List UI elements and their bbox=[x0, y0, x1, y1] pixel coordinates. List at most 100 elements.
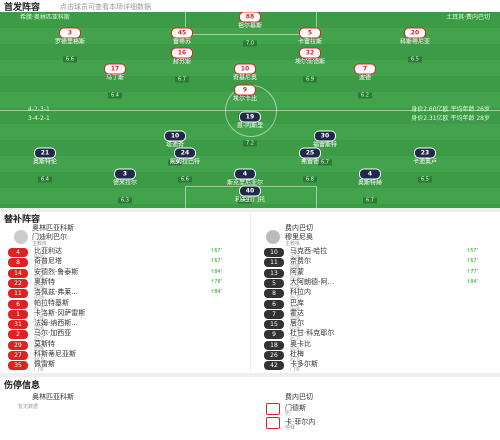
sub-row[interactable]: 35 佩雷斯 门将 bbox=[0, 359, 244, 373]
player[interactable]: 19 恩-内斯里 7.2 bbox=[237, 111, 263, 149]
sub-row[interactable]: 14 安德烈·鲁泰斯 前锋 ↑84' bbox=[0, 267, 244, 281]
player-name: 门德斯 bbox=[285, 404, 306, 412]
player[interactable]: 17 马丁斯 6.4 bbox=[104, 63, 126, 101]
sub-row[interactable]: 11 奈费尔 前锋 ↑67' bbox=[256, 256, 500, 270]
player[interactable]: 32 埃尔南德斯 6.9 bbox=[294, 47, 326, 85]
jersey-number: 14 bbox=[8, 268, 28, 278]
rating: 6.5 bbox=[408, 56, 422, 63]
divider bbox=[0, 208, 500, 212]
coach: 门迪利巴尔 bbox=[32, 233, 67, 241]
player[interactable]: 24 阿姆拉巴特 6.6 bbox=[170, 147, 200, 185]
rating: 6.8 bbox=[303, 176, 317, 183]
player[interactable]: 20 科斯蒂尼亚 6.5 bbox=[399, 27, 431, 65]
player-name: 帕拉特基斯 bbox=[34, 298, 69, 307]
player-name: 佩雷斯 bbox=[34, 360, 55, 369]
sub-row[interactable]: 10 马克西·哈拉 中场 ↑57' bbox=[256, 246, 500, 260]
sub-row[interactable]: 6 巴库 中场 bbox=[256, 298, 500, 312]
sub-row[interactable]: 4 比亚利达 中场 ↑67' bbox=[0, 246, 244, 260]
player[interactable]: 7 波德 6.2 bbox=[354, 63, 376, 101]
player-name: 波德 bbox=[358, 74, 371, 82]
position: 后卫 bbox=[290, 274, 301, 281]
player[interactable]: 16 赫苏斯 6.7 bbox=[171, 47, 193, 85]
sub-row[interactable]: 7 霍达 前锋 bbox=[256, 308, 500, 322]
rating: 6.9 bbox=[168, 159, 182, 166]
player[interactable]: 10 塔迪奇 6.9 bbox=[164, 130, 186, 168]
sub-row[interactable]: 13 阿蒙 后卫 ↑77' bbox=[256, 267, 500, 281]
player-name: 奥斯特 bbox=[34, 277, 55, 286]
player-name: 洛佩兹·弗莱... bbox=[34, 288, 78, 297]
position: 中场 bbox=[34, 284, 45, 291]
jersey-number: 5 bbox=[264, 278, 284, 288]
sub-row[interactable]: 18 奥卡比 中场 bbox=[256, 339, 500, 353]
sub-row[interactable]: 8 奇普尼塔 后卫 ↑67' bbox=[0, 256, 244, 270]
player-name: 阿蒙 bbox=[290, 267, 304, 276]
player[interactable]: 4 奥斯特赫 6.7 bbox=[358, 168, 382, 206]
player-name: 雷蒂苏 bbox=[172, 38, 191, 46]
player-name: 埃尔南德斯 bbox=[294, 58, 326, 66]
sub-time: ↑57' bbox=[466, 248, 478, 254]
sub-row[interactable]: 8 科拉内 后卫 bbox=[256, 287, 500, 301]
player-name: 祖尔基斯 bbox=[237, 22, 263, 30]
jersey-number: 16 bbox=[171, 47, 193, 59]
sub-row[interactable]: 11 洛佩兹·弗莱... 中场 ↑84' bbox=[0, 287, 244, 301]
sub-row[interactable]: 22 奥斯特 中场 ↑78' bbox=[0, 277, 244, 291]
jersey-number: 2 bbox=[8, 330, 28, 340]
position: 后卫 bbox=[34, 264, 45, 271]
player[interactable]: 25 弗雷德 6.8 bbox=[299, 147, 321, 185]
position: 前锋 bbox=[34, 274, 45, 281]
player[interactable]: 40利夫拉门托6.6 bbox=[234, 185, 266, 209]
jersey-number: 23 bbox=[413, 147, 436, 159]
rating: 6.7 bbox=[175, 76, 189, 83]
player-name: 科斯蒂尼亚 bbox=[399, 38, 431, 46]
player-name: 奥卡比 bbox=[290, 339, 311, 348]
player[interactable]: 3 德米拉尔 6.3 bbox=[113, 168, 137, 206]
player[interactable]: 5 卡雷拉斯 6.3 bbox=[298, 27, 322, 65]
jersey-number: 17 bbox=[104, 63, 126, 75]
jersey-number: 27 bbox=[8, 351, 28, 360]
player-name: 利夫拉门托 bbox=[234, 196, 266, 204]
player[interactable]: 3 罗德里格斯 6.6 bbox=[55, 27, 85, 65]
player[interactable]: 45 雷蒂苏 6.8 bbox=[171, 27, 193, 65]
rating: 6.6 bbox=[178, 176, 192, 183]
player-name: 科斯蒂尼亚斯 bbox=[34, 350, 76, 358]
sub-row[interactable]: 9 杜甘·科克耶尔 后卫 bbox=[256, 328, 500, 342]
coach-role: 主教练 bbox=[285, 241, 301, 247]
player[interactable]: 21 奥斯特伦 6.4 bbox=[33, 147, 57, 185]
player[interactable]: 23 卡迪奥卢 6.5 bbox=[413, 147, 437, 185]
player-name: 大阿朗德-阿... bbox=[290, 277, 335, 286]
sub-row[interactable]: 42 卡多尔斯 门将 bbox=[256, 359, 500, 373]
sub-time: ↑78' bbox=[210, 278, 222, 285]
player-name: 莫斯特 bbox=[34, 339, 55, 348]
sub-row[interactable]: 1 卡洛斯·冈萨雷斯 门将 bbox=[0, 308, 244, 322]
rating: 6.3 bbox=[118, 197, 132, 204]
sub-row[interactable]: 26 杜梅 后卫 bbox=[256, 349, 500, 363]
jersey-number: 26 bbox=[264, 351, 284, 360]
sub-time: ↑67' bbox=[210, 248, 222, 254]
player[interactable]: 4 斯克里尼亚尔 6.9 bbox=[227, 168, 263, 206]
player[interactable]: 30 福雷斯特 6.7 bbox=[313, 130, 337, 168]
player-name: 奈费尔 bbox=[290, 257, 311, 266]
position: 后卫 bbox=[290, 295, 301, 302]
jersey-number: 4 bbox=[233, 168, 256, 180]
sub-row[interactable]: 6 帕拉特基斯 后卫 bbox=[0, 298, 244, 312]
player[interactable]: 10 奇基尼奥 7.1 bbox=[233, 63, 257, 101]
player-name: 卡·菲尔内 bbox=[285, 418, 316, 426]
jersey-number: 6 bbox=[264, 299, 284, 309]
sub-time: ↑84' bbox=[466, 278, 478, 285]
home-formation: 4-2-3-1 bbox=[28, 106, 50, 113]
away-team: 费内巴切 bbox=[285, 224, 313, 232]
sub-row[interactable]: 15 居尔 中场 bbox=[256, 318, 500, 332]
jersey-number: 7 bbox=[264, 309, 284, 319]
sub-row[interactable]: 5 大阿朗德-阿... 中场 ↑84' bbox=[256, 277, 500, 291]
position: 后卫 bbox=[290, 336, 301, 343]
player[interactable]: 88 祖尔基斯 7.0 bbox=[238, 12, 262, 49]
subs-title: 替补阵容 bbox=[4, 215, 41, 225]
jersey-number: 21 bbox=[33, 147, 56, 159]
away-team: 土耳其·费内巴切 bbox=[446, 14, 490, 21]
sub-row[interactable]: 31 法姆·纳西斯... 中场 bbox=[0, 318, 244, 332]
sub-row[interactable]: 29 莫斯特 前锋 bbox=[0, 339, 244, 353]
sub-row[interactable]: 2 马尔·加西亚 后卫 bbox=[0, 328, 244, 342]
away-formation: 3-4-2-1 bbox=[28, 115, 50, 122]
sub-row[interactable]: 27 科斯蒂尼亚斯 后卫 bbox=[0, 349, 244, 363]
